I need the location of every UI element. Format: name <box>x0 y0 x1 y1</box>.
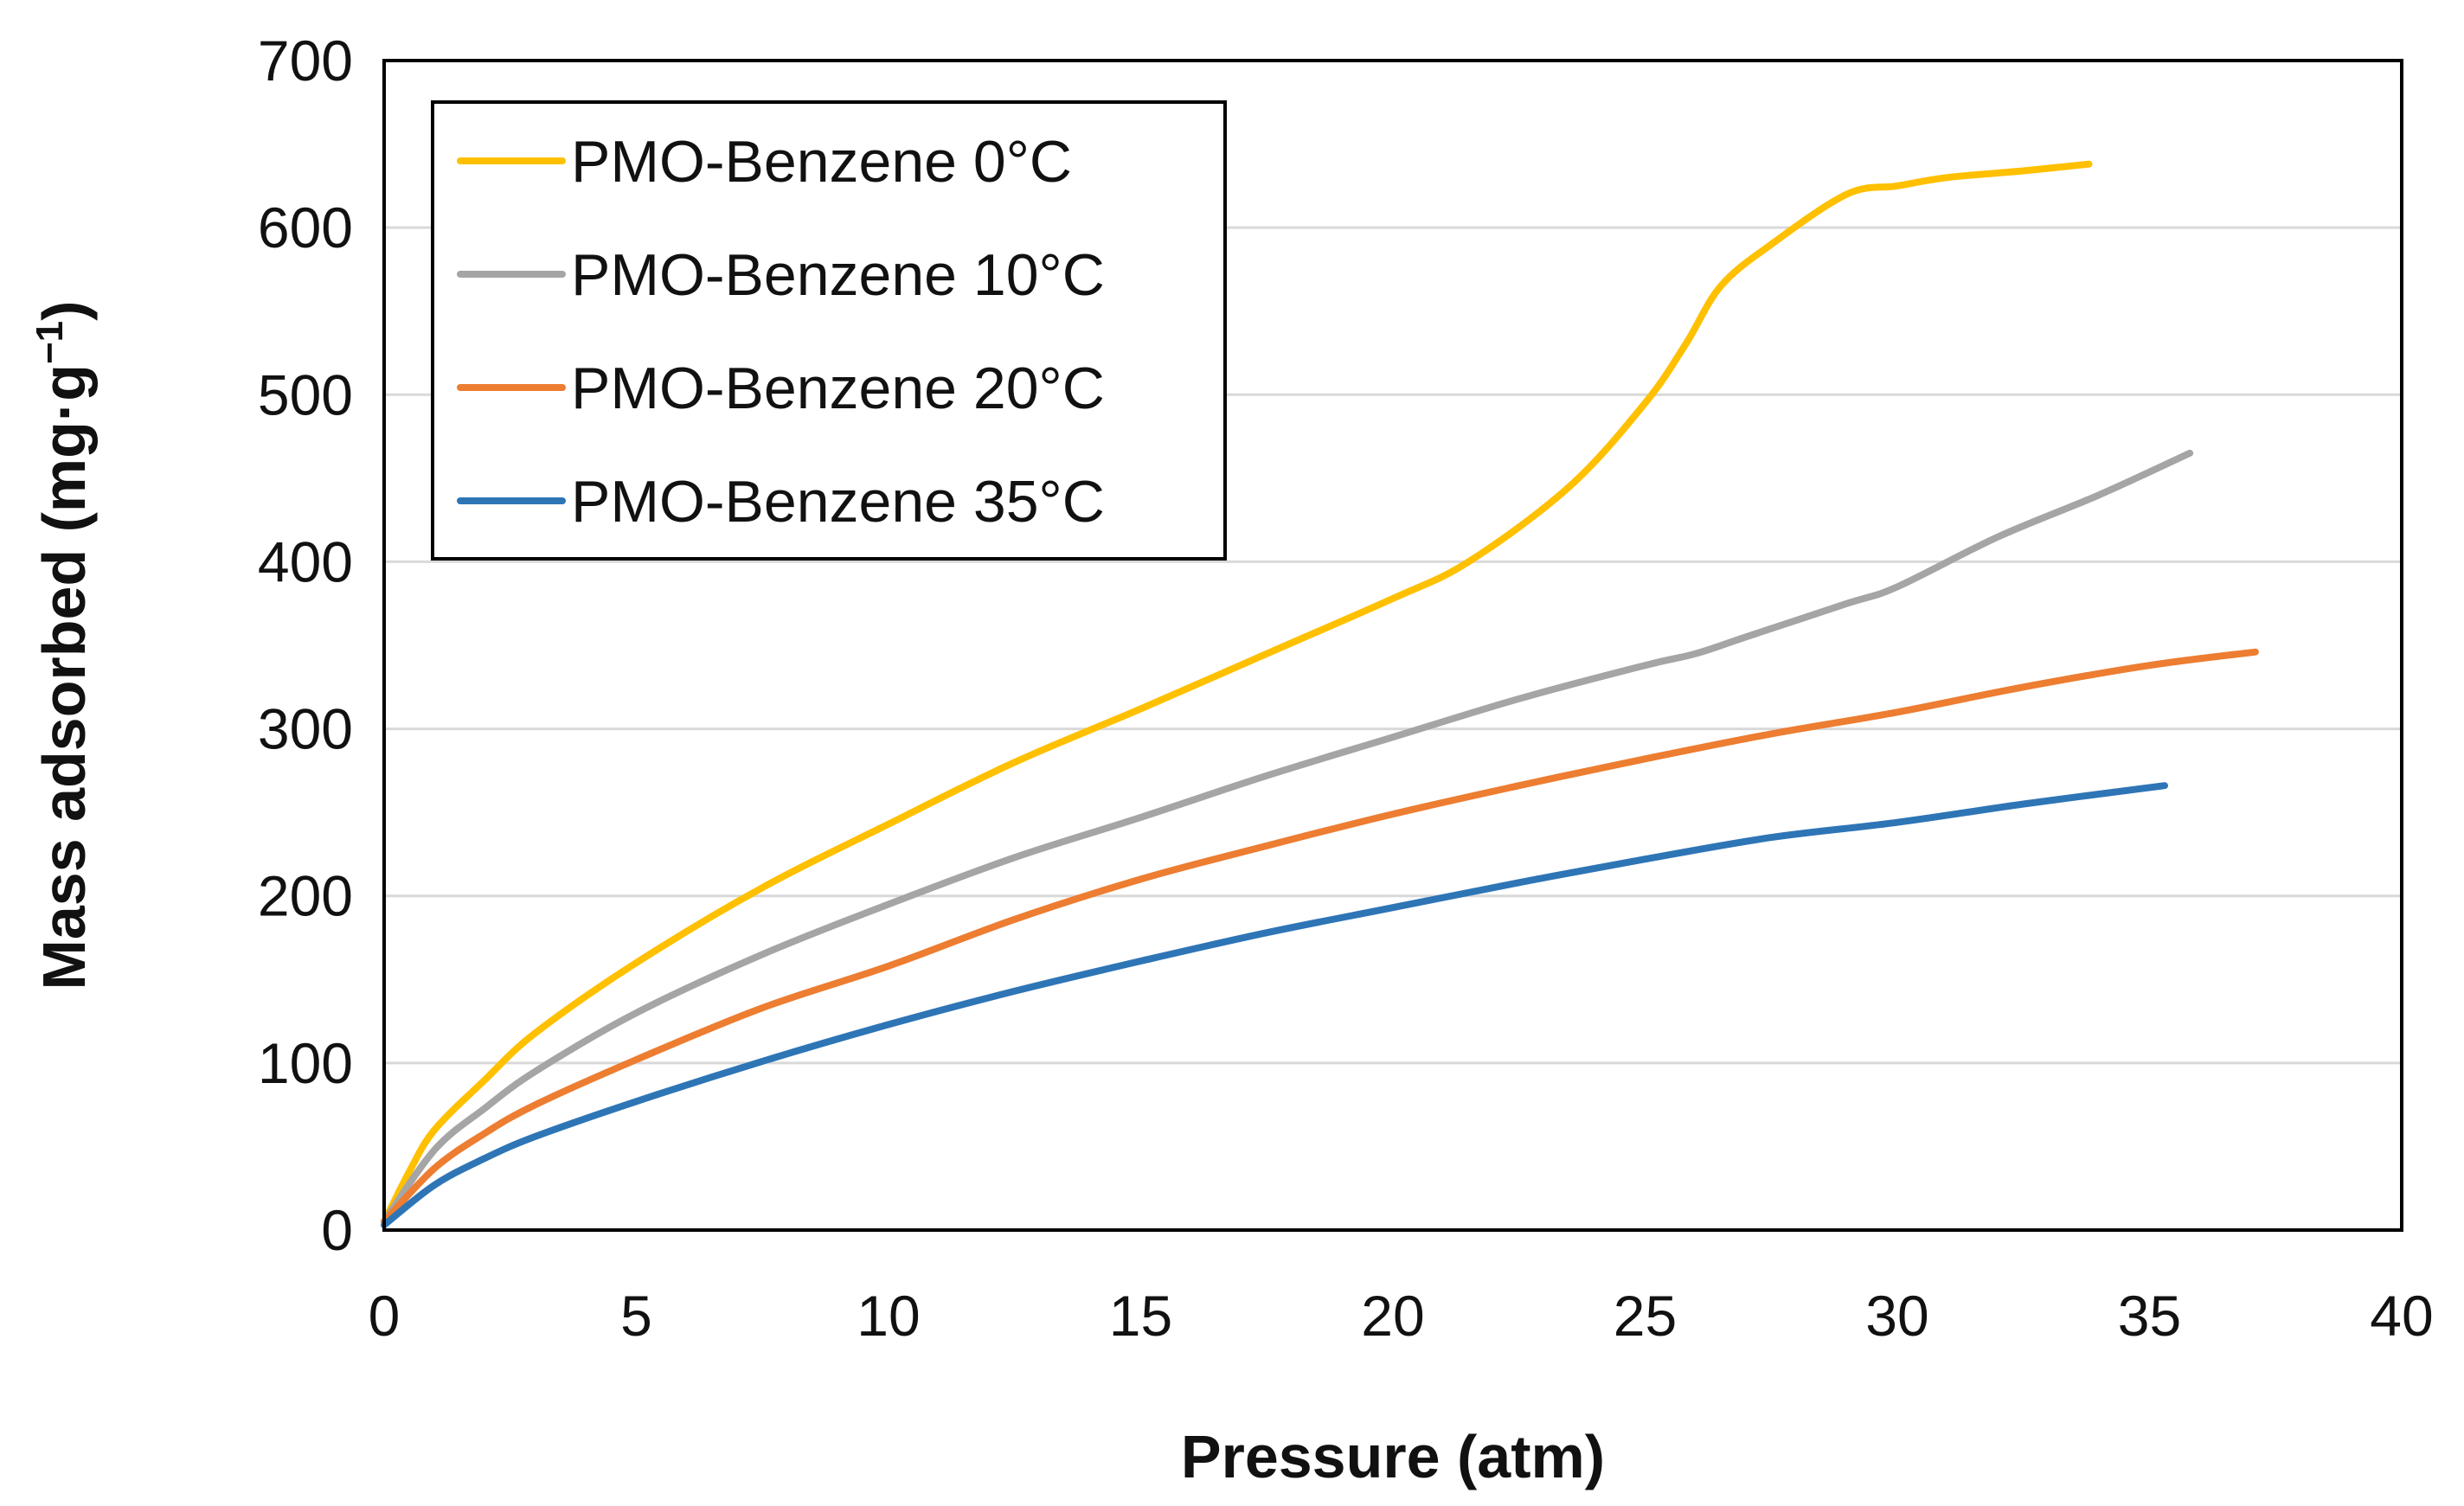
x-tick-label: 40 <box>2370 1284 2433 1348</box>
y-tick-label: 700 <box>258 29 353 93</box>
x-tick-label: 5 <box>620 1284 652 1348</box>
plot-area-border <box>382 59 2403 1232</box>
y-tick-label: 0 <box>321 1198 353 1262</box>
legend-box <box>431 100 1227 561</box>
y-axis-title: Mass adsorbed (mg·g−1) <box>29 301 98 990</box>
x-axis-tick-labels: 0 5 10 15 20 25 30 35 40 <box>369 1284 2434 1348</box>
y-tick-label: 300 <box>258 697 353 761</box>
x-tick-label: 0 <box>369 1284 401 1348</box>
x-tick-label: 30 <box>1865 1284 1928 1348</box>
legend-label: PMO-Benzene 10°C <box>571 242 1105 308</box>
y-tick-label: 600 <box>258 195 353 260</box>
legend: PMO-Benzene 0°C PMO-Benzene 10°C PMO-Benze… <box>431 100 1227 561</box>
legend-label: PMO-Benzene 35°C <box>571 469 1105 535</box>
x-tick-label: 25 <box>1614 1284 1677 1348</box>
y-tick-label: 500 <box>258 362 353 426</box>
y-axis-tick-labels: 0 100 200 300 400 500 600 700 <box>258 29 353 1262</box>
y-tick-label: 100 <box>258 1031 353 1095</box>
x-tick-label: 35 <box>2118 1284 2181 1348</box>
series-line-3 <box>381 782 2168 1229</box>
y-axis-title-close: ) <box>30 301 98 321</box>
y-tick-label: 400 <box>258 529 353 593</box>
y-tick-label: 200 <box>258 864 353 928</box>
series-line-2 <box>381 648 2259 1226</box>
x-tick-label: 20 <box>1361 1284 1424 1348</box>
x-axis-title: Pressure (atm) <box>1181 1423 1605 1490</box>
y-axis-title-main: Mass adsorbed (mg·g <box>30 364 98 990</box>
series-line-1 <box>381 449 2194 1226</box>
x-tick-label: 15 <box>1109 1284 1172 1348</box>
series-lines <box>381 160 2259 1229</box>
legend-label: PMO-Benzene 0°C <box>571 129 1072 195</box>
series-line-0 <box>381 160 2093 1226</box>
legend-label: PMO-Benzene 20°C <box>571 356 1105 421</box>
y-axis-title-superscript: −1 <box>29 321 71 364</box>
x-tick-label: 10 <box>857 1284 920 1348</box>
